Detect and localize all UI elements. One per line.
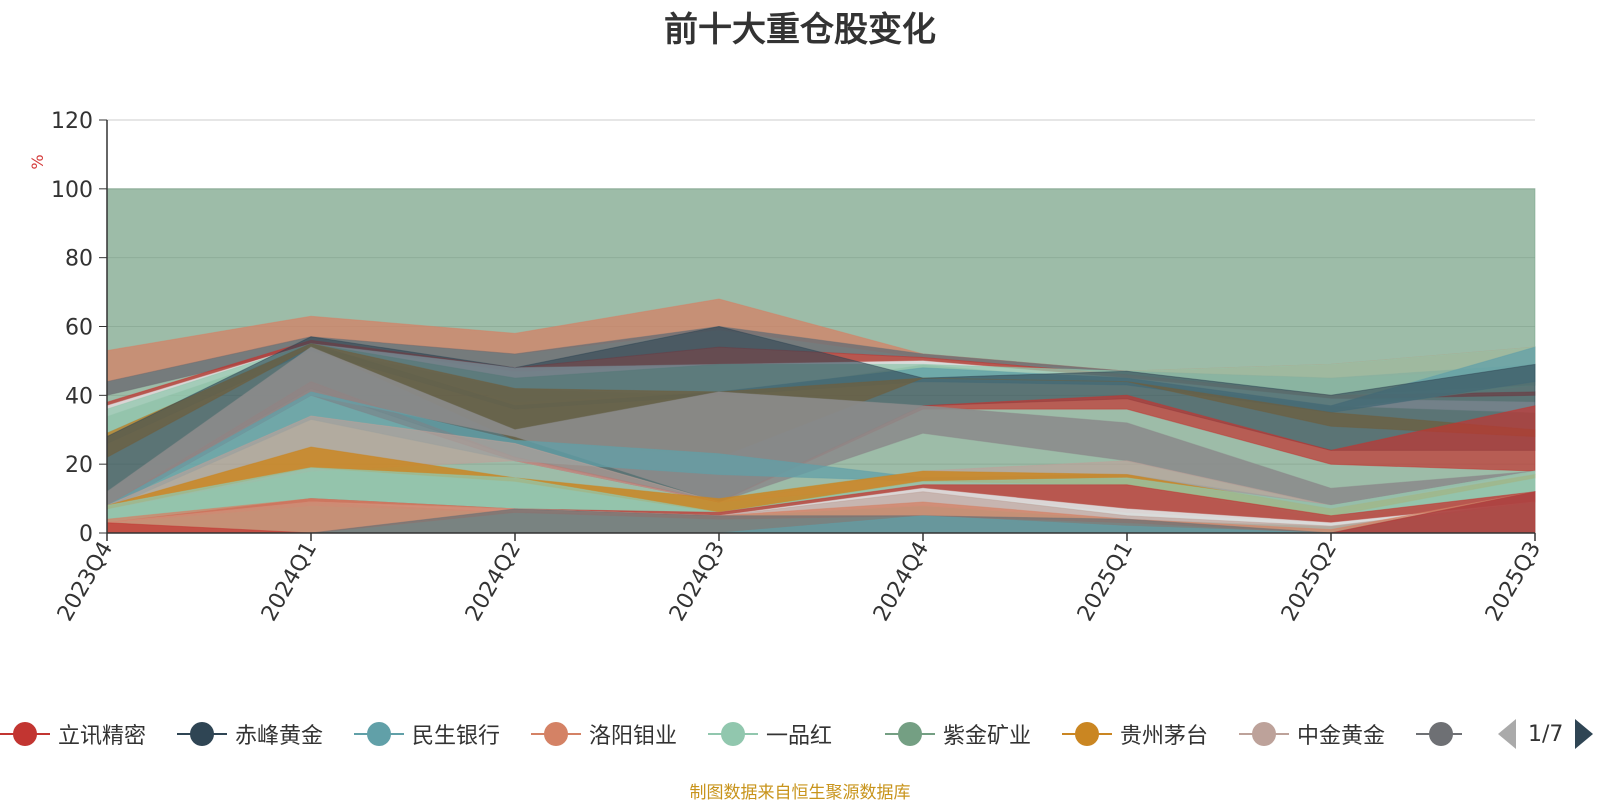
- legend-item[interactable]: 一品红: [708, 716, 832, 752]
- legend-items: 立讯精密 赤峰黄金 民生银行 洛阳钼业 一品红 紫金矿业 贵州茅台 中金黄金 陕西煤业: [0, 716, 1462, 752]
- legend-page-indicator: 1/7: [1528, 721, 1564, 747]
- legend-prev-icon[interactable]: [1498, 719, 1516, 749]
- y-tick-label: 20: [65, 453, 93, 478]
- legend-label: 民生银行: [412, 724, 501, 749]
- legend-label: 洛阳钼业: [589, 724, 678, 749]
- y-tick-label: 0: [79, 522, 93, 547]
- legend-label: 一品红: [766, 724, 833, 749]
- legend-item[interactable]: 赤峰黄金: [177, 716, 323, 752]
- legend-item[interactable]: 洛阳钼业: [531, 716, 677, 752]
- area-series: [106, 188, 1536, 534]
- x-tick-label: 2024Q4: [869, 538, 934, 626]
- x-tick-label: 2025Q2: [1277, 538, 1342, 626]
- legend-marker-icon: [1416, 716, 1462, 752]
- y-tick-label: 120: [51, 109, 93, 134]
- legend-label: 赤峰黄金: [235, 724, 324, 749]
- legend-item[interactable]: 民生银行: [354, 716, 500, 752]
- x-tick-label: 2024Q3: [665, 538, 730, 626]
- legend-marker-icon: [354, 716, 404, 752]
- legend-label: 中金黄金: [1297, 724, 1386, 749]
- chart-area: 0 20 40 60 80 100 120 2023Q4 2024Q1 2024Q2 2024Q3 2…: [28, 109, 1546, 626]
- legend-label: 贵州茅台: [1120, 724, 1209, 749]
- legend-item[interactable]: 贵州茅台: [1062, 716, 1208, 752]
- y-axis-label: %: [28, 154, 47, 169]
- legend-marker-icon: [177, 716, 227, 752]
- x-tick-label: 2024Q1: [257, 538, 322, 626]
- legend: 立讯精密 赤峰黄金 民生银行 洛阳钼业 一品红 紫金矿业 贵州茅台 中金黄金 陕西煤业: [0, 716, 1600, 752]
- legend-next-icon[interactable]: [1575, 719, 1594, 749]
- x-tick-label: 2024Q2: [461, 538, 526, 626]
- x-tick-label: 2023Q4: [53, 538, 118, 626]
- legend-label: 紫金矿业: [943, 724, 1032, 749]
- legend-marker-icon: [0, 716, 50, 752]
- legend-marker-icon: [531, 716, 581, 752]
- legend-item[interactable]: 紫金矿业: [885, 716, 1031, 752]
- chart-title: 前十大重仓股变化: [664, 10, 936, 50]
- legend-marker-icon: [708, 716, 758, 752]
- y-tick-label: 80: [65, 247, 93, 272]
- legend-item[interactable]: 陕西煤业: [1416, 716, 1462, 752]
- y-tick-label: 100: [51, 178, 93, 203]
- y-tick-label: 60: [65, 316, 93, 341]
- legend-item[interactable]: 立讯精密: [0, 716, 146, 752]
- data-source-note: 制图数据来自恒生聚源数据库: [689, 783, 911, 803]
- legend-item[interactable]: 中金黄金: [1239, 716, 1385, 752]
- legend-label: 立讯精密: [58, 724, 147, 749]
- x-tick-label: 2025Q3: [1481, 538, 1546, 626]
- x-tick-label: 2025Q1: [1073, 538, 1138, 626]
- legend-marker-icon: [885, 716, 935, 752]
- legend-marker-icon: [1062, 716, 1112, 752]
- y-tick-label: 40: [65, 384, 93, 409]
- legend-marker-icon: [1239, 716, 1289, 752]
- legend-pager: 1/7: [1498, 716, 1594, 752]
